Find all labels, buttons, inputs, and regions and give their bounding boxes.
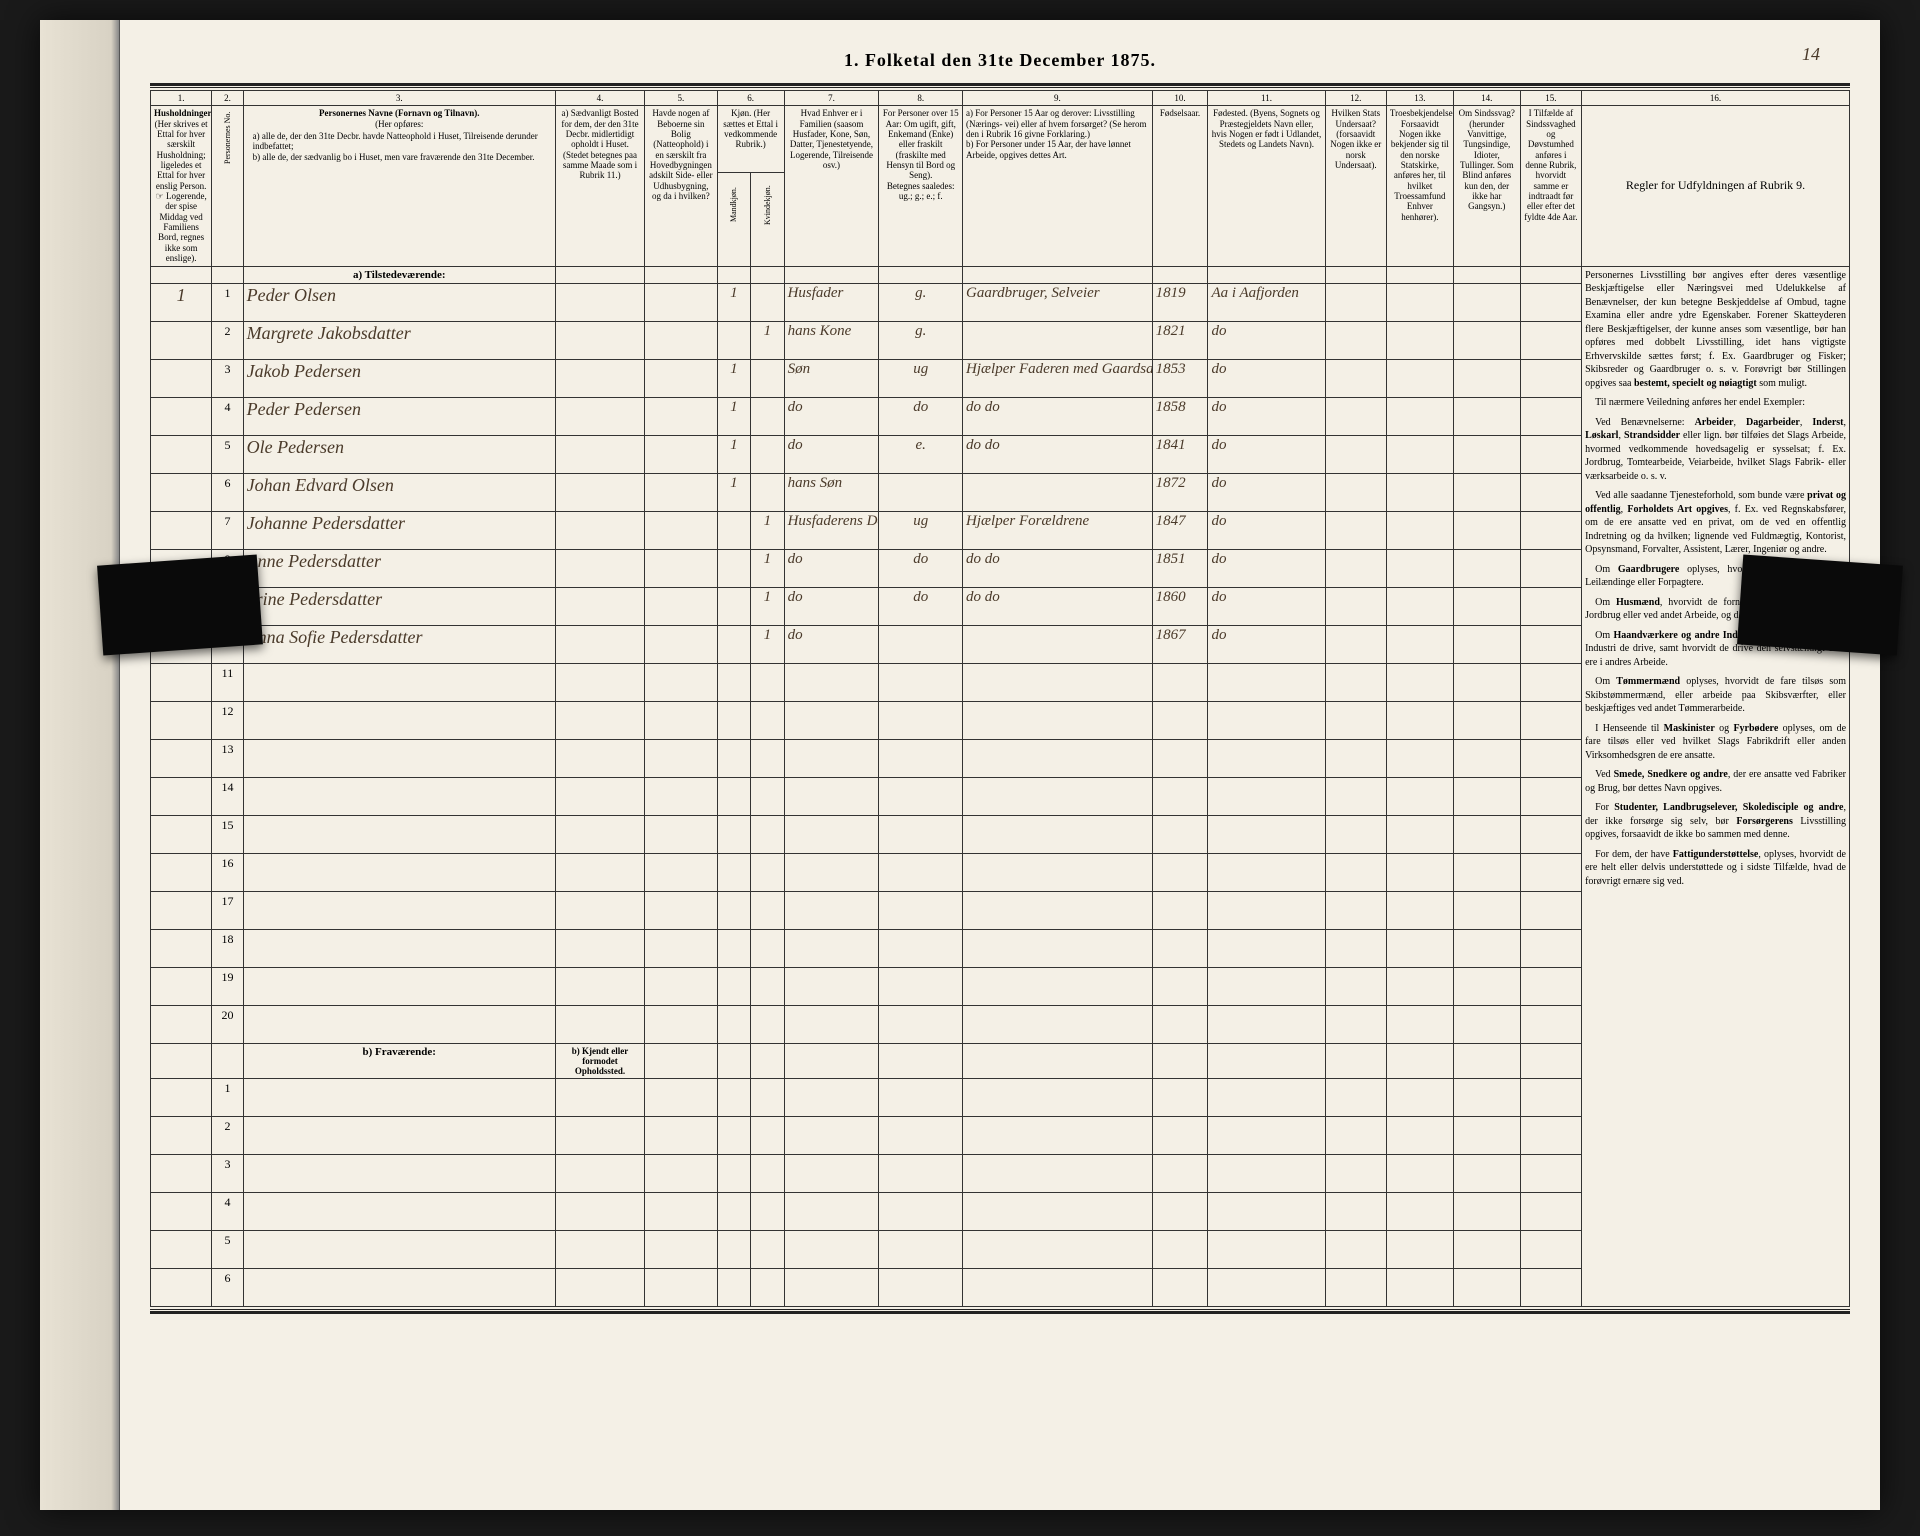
left-page-edge [40,20,120,1510]
col-num-10: 10. [1152,91,1208,106]
header-6: Kjøn. (Her sættes et Ettal i vedkommende… [717,106,784,173]
col-num-16: 16. [1582,91,1850,106]
page-title: 1. Folketal den 31te December 1875. [150,50,1850,71]
header-15: I Tilfælde af Sindssvaghed og Døvstumhed… [1520,106,1581,266]
col-num-3: 3. [243,91,555,106]
bottom-rule [150,1309,1850,1314]
col-num-12: 12. [1325,91,1386,106]
header-6b: Kvindekjøn. [751,173,784,266]
h3-sub: (Her opføres: [375,119,423,129]
section-present: a) Tilstedeværende: [243,266,555,283]
header-4: a) Sædvanligt Bosted for dem, der den 31… [555,106,644,266]
header-10: Fødselsaar. [1152,106,1208,266]
header-13: Troesbekjendelse. Forsaavidt Nogen ikke … [1386,106,1453,266]
col-num-4: 4. [555,91,644,106]
col-num-8: 8. [879,91,963,106]
census-page: 14 1. Folketal den 31te December 1875. 1… [120,20,1880,1510]
h8-sub: Betegnes saaledes: ug.; g.; e.; f. [887,181,955,201]
top-rule [150,83,1850,88]
instructions-cell: Personernes Livsstilling bør angives eft… [1582,266,1850,1306]
section-absent: b) Fraværende: [243,1043,555,1078]
header-3: Personernes Navne (Fornavn og Tilnavn). … [243,106,555,266]
header-2: Personernes No. [212,106,243,266]
h3-title: Personernes Navne (Fornavn og Tilnavn). [319,108,479,118]
census-table: 1. 2. 3. 4. 5. 6. 7. 8. 9. 10. 11. 12. 1… [150,90,1850,1307]
header-7: Hvad Enhver er i Familien (saasom Husfad… [784,106,879,266]
h9-b: b) For Personer under 15 Aar, der have l… [966,139,1131,159]
table-body: a) Tilstedeværende: Personernes Livsstill… [151,266,1850,1306]
header-8: For Personer over 15 Aar: Om ugift, gift… [879,106,963,266]
h3-a: a) alle de, der den 31te Decbr. havde Na… [253,131,538,151]
right-clip [1737,555,1903,656]
col-num-14: 14. [1453,91,1520,106]
absent-col4: b) Kjendt eller formodet Opholdssted. [555,1043,644,1078]
h9-a: a) For Personer 15 Aar og derover: Livss… [966,108,1147,139]
header-14: Om Sindssvag? (herunder Vanvittige, Tung… [1453,106,1520,266]
header-16: Regler for Udfyldningen af Rubrik 9. [1582,106,1850,266]
table-header: 1. 2. 3. 4. 5. 6. 7. 8. 9. 10. 11. 12. 1… [151,91,1850,267]
header-6a: Mandkjøn. [717,173,750,266]
header-5: Havde nogen af Beboerne sin Bolig (Natte… [645,106,718,266]
col-num-9: 9. [963,91,1153,106]
header-1: Husholdninger. (Her skrives et Ettal for… [151,106,212,266]
col-num-7: 7. [784,91,879,106]
col-num-2: 2. [212,91,243,106]
h3-b: b) alle de, der sædvanlig bo i Huset, me… [253,152,535,162]
col-num-15: 15. [1520,91,1581,106]
col-num-6: 6. [717,91,784,106]
h8-main: For Personer over 15 Aar: Om ugift, gift… [883,108,959,180]
header-11: Fødested. (Byens, Sognets og Præstegjeld… [1208,106,1325,266]
census-book: 14 1. Folketal den 31te December 1875. 1… [40,20,1880,1510]
h1-title: Husholdninger. [154,108,212,118]
h1-sub: (Her skrives et Ettal for hver særskilt … [155,119,208,191]
page-number: 14 [1802,45,1820,63]
col-num-13: 13. [1386,91,1453,106]
h1-note: ☞ Logerende, der spise Middag ved Famili… [156,191,207,263]
header-12: Hvilken Stats Undersaat? (forsaavidt Nog… [1325,106,1386,266]
header-9: a) For Personer 15 Aar og derover: Livss… [963,106,1153,266]
col-num-1: 1. [151,91,212,106]
col-num-11: 11. [1208,91,1325,106]
left-clip [97,555,263,656]
col-num-5: 5. [645,91,718,106]
